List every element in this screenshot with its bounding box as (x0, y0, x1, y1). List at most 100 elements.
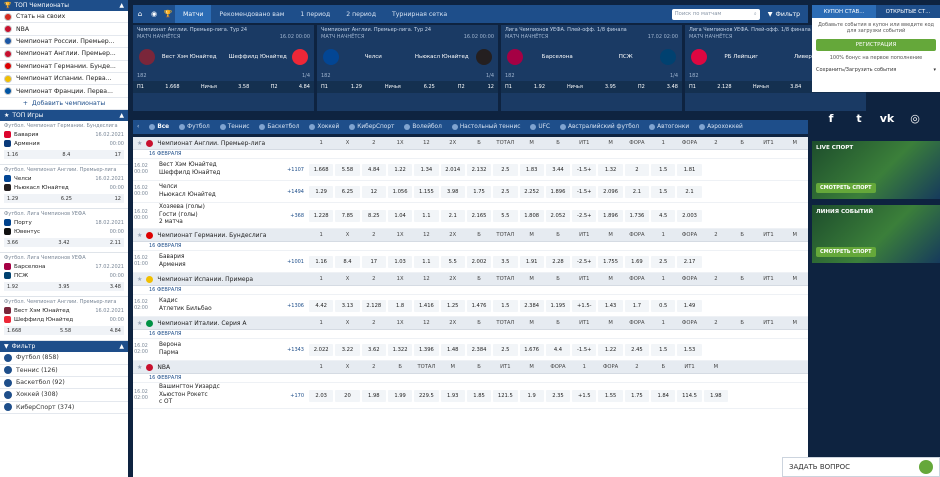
odd-cell[interactable]: 2.17 (677, 255, 702, 268)
odd-cell[interactable]: 4.84 (361, 163, 386, 176)
instagram-icon[interactable]: ◎ (910, 112, 920, 125)
odd-cell[interactable]: 1.69 (624, 255, 650, 268)
odd-cell[interactable]: 1.056 (387, 185, 413, 198)
odd-cell[interactable]: 1.22 (598, 343, 623, 356)
top-games-header[interactable]: ★ ТОП Игры ▲ (0, 110, 128, 122)
top-game[interactable]: Футбол. Лига Чемпионов УЕФА Порту 18.02.20… (0, 209, 128, 254)
odd-cell[interactable]: 3.44 (545, 163, 571, 176)
odd-cell[interactable]: +1.5 (572, 389, 597, 402)
more-markets-link[interactable]: +1343 (287, 346, 304, 353)
odd-cell[interactable]: 1.896 (545, 185, 571, 198)
odd-cell[interactable] (783, 210, 807, 222)
sport-tab[interactable]: Хоккей (309, 124, 339, 130)
odd-cell[interactable]: 2.5 (493, 343, 518, 356)
odd-cell[interactable] (756, 344, 780, 356)
register-button[interactable]: РЕГИСТРАЦИЯ (816, 39, 936, 51)
odd-value[interactable]: 12 (114, 195, 121, 202)
odd-cell[interactable]: 1.98 (703, 389, 728, 402)
odd-cell[interactable]: 2.022 (309, 343, 334, 356)
odd-cell[interactable]: 1.49 (677, 299, 702, 312)
event-teams[interactable]: Бавария Армения (149, 254, 277, 269)
odd-cell[interactable]: 1.896 (598, 209, 623, 222)
odd-cell[interactable]: 1.1 (414, 209, 439, 222)
top-game[interactable]: Футбол. Чемпионат Германии. Бундеслига Ба… (0, 121, 128, 166)
odd-value[interactable]: 3.95 (604, 84, 616, 90)
odd-cell[interactable]: 1.676 (519, 343, 544, 356)
championship-item[interactable]: Чемпионат Англии. Премьер... (0, 48, 128, 61)
odd-value[interactable]: 17 (114, 151, 121, 158)
odd-cell[interactable]: 2.28 (545, 255, 571, 268)
odd-cell[interactable]: 1.322 (387, 343, 413, 356)
odd-cell[interactable]: 0.5 (651, 299, 676, 312)
sport-filter-item[interactable]: Баскетбол (92) (0, 377, 128, 390)
odd-cell[interactable] (783, 344, 807, 356)
sport-tab[interactable]: Аэрохоккей (699, 124, 743, 130)
more-markets-link[interactable]: +1494 (287, 188, 304, 195)
odd-cell[interactable]: 1.29 (309, 185, 334, 198)
match-card[interactable]: Чемпионат Англии. Премьер-лига. Тур 24 МА… (133, 25, 314, 111)
top-game[interactable]: Футбол. Чемпионат Англии. Премьер-лига Че… (0, 165, 128, 210)
more-markets-link[interactable]: +368 (290, 212, 304, 219)
odd-cell[interactable] (783, 300, 807, 312)
event-row[interactable]: 16.02 00:00 Вест Хэм Юнайтед Шеффилд Юнайте… (133, 159, 808, 181)
bet-slip-tab[interactable]: ОТКРЫТЫЕ СТ... (876, 5, 940, 18)
odd-cell[interactable]: 1.75 (466, 185, 492, 198)
odd-value[interactable]: 8.4 (62, 151, 71, 158)
live-icon[interactable]: ◉ (150, 10, 158, 18)
odd-cell[interactable]: 2.35 (545, 389, 571, 402)
save-load-events[interactable]: Сохранить/Загрузить события ▾ (816, 67, 936, 73)
odd-cell[interactable]: 1.5 (651, 185, 676, 198)
odd-cell[interactable]: 1.84 (651, 389, 676, 402)
sport-tab[interactable]: Автогонки (649, 124, 689, 130)
more-markets-link[interactable]: +1306 (287, 302, 304, 309)
sport-tab[interactable]: Австралийский футбол (560, 124, 639, 130)
promo-button[interactable]: СМОТРЕТЬ СПОРТ (816, 247, 876, 257)
event-row[interactable]: 16.02 02:00 Вашингтон Уизардс Хьюстон Рокет… (133, 383, 808, 409)
sport-filter-item[interactable]: КиберСпорт (374) (0, 402, 128, 415)
scroll-left-icon[interactable]: ‹ (137, 124, 140, 130)
filter-button[interactable]: ▼ Фильтр (767, 10, 800, 18)
odd-cell[interactable]: 1.98 (361, 389, 386, 402)
trophy-icon[interactable]: 🏆 (163, 10, 173, 18)
odd-cell[interactable]: 1.55 (598, 389, 623, 402)
odd-cell[interactable] (704, 186, 728, 198)
odd-cell[interactable]: 3.98 (440, 185, 465, 198)
event-teams[interactable]: Вест Хэм Юнайтед Шеффилд Юнайтед (149, 162, 277, 177)
odd-cell[interactable]: -2.5+ (572, 209, 597, 222)
odd-value[interactable]: 5.58 (60, 327, 72, 334)
sport-tab[interactable]: UFC (530, 124, 550, 130)
odd-cell[interactable]: -1.5+ (572, 185, 597, 198)
odd-cell[interactable]: 114.5 (677, 389, 702, 402)
odd-cell[interactable] (704, 256, 728, 268)
odd-cell[interactable]: 8.4 (335, 255, 360, 268)
star-icon[interactable]: ★ (137, 275, 143, 283)
odd-cell[interactable]: 1.22 (387, 163, 413, 176)
odd-cell[interactable]: 2.384 (466, 343, 492, 356)
odd-cell[interactable]: 1.99 (387, 389, 413, 402)
odd-cell[interactable]: 2.252 (519, 185, 544, 198)
event-teams[interactable]: Вашингтон Уизардс Хьюстон Рокетс с ОТ (149, 384, 277, 407)
odd-cell[interactable]: 4.42 (309, 299, 334, 312)
event-teams[interactable]: Челси Ньюкасл Юнайтед (149, 184, 277, 199)
odd-cell[interactable]: 2.5 (493, 185, 518, 198)
odd-value[interactable]: 3.42 (58, 239, 70, 246)
match-card[interactable]: Лига Чемпионов УЕФА. Плей-офф. 1/8 финал… (501, 25, 682, 111)
odd-cell[interactable] (730, 164, 754, 176)
odd-cell[interactable] (730, 256, 754, 268)
odd-cell[interactable]: 2.5 (493, 163, 518, 176)
odd-cell[interactable]: 20 (335, 389, 360, 402)
odd-cell[interactable]: 121.5 (493, 389, 518, 402)
star-icon[interactable]: ★ (137, 231, 143, 239)
event-teams[interactable]: Хозяева (голы) Гости (голы) 2 матча (149, 204, 277, 227)
promo-button[interactable]: СМОТРЕТЬ СПОРТ (816, 183, 876, 193)
add-championships-button[interactable]: + Добавить чемпионаты (0, 98, 128, 111)
sport-tab[interactable]: Футбол (179, 124, 210, 130)
odd-cell[interactable]: 1.91 (519, 255, 544, 268)
match-card[interactable]: Чемпионат Англии. Премьер-лига. Тур 24 МА… (317, 25, 498, 111)
odd-cell[interactable]: 1.808 (519, 209, 544, 222)
odd-cell[interactable]: 1.53 (677, 343, 702, 356)
sport-filter-item[interactable]: Хоккей (308) (0, 389, 128, 402)
odd-value[interactable]: 4.84 (298, 84, 310, 90)
facebook-icon[interactable]: f (828, 112, 834, 125)
odd-cell[interactable]: 1.93 (440, 389, 465, 402)
